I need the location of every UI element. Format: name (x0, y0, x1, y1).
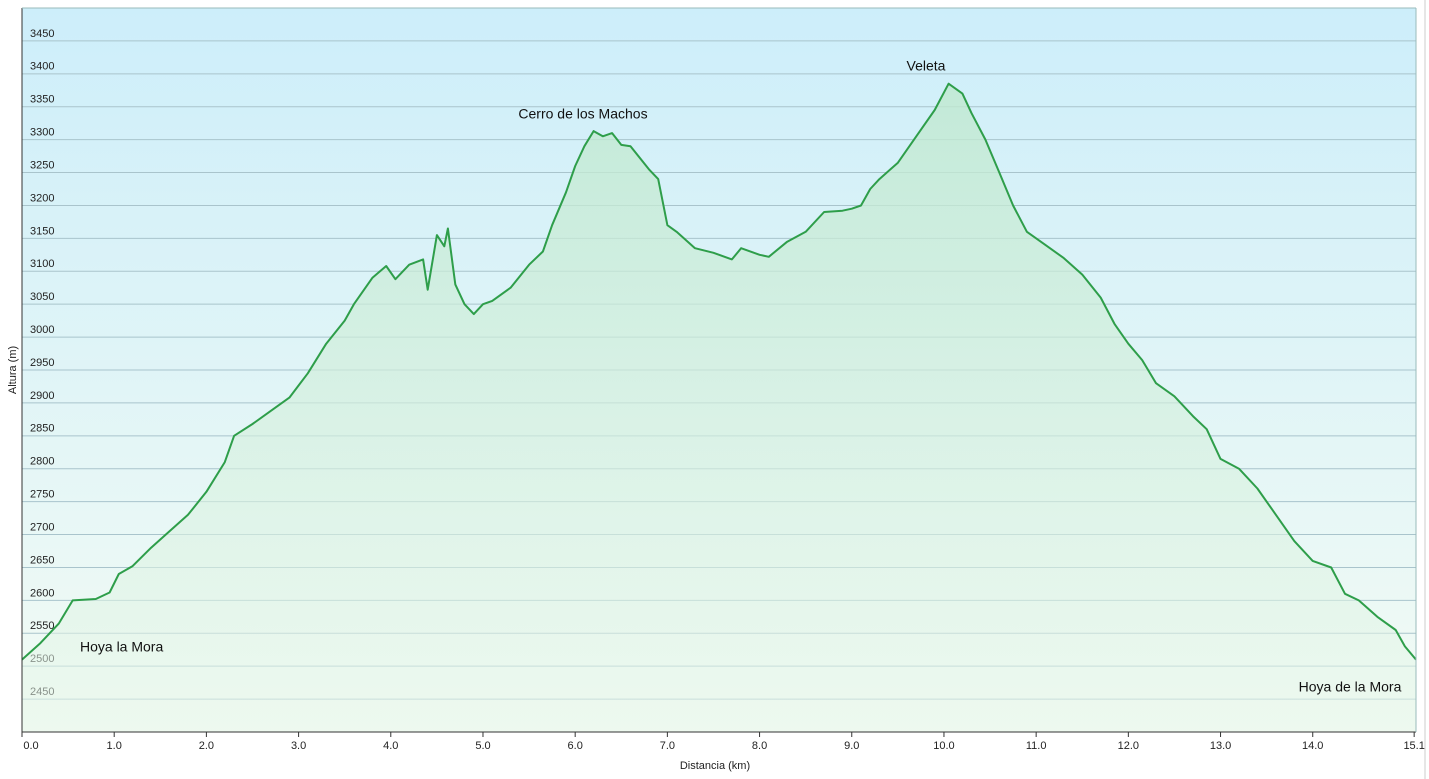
x-axis-label: Distancia (km) (680, 760, 750, 772)
x-tick-label: 11.0 (1026, 740, 1047, 752)
annotation: Cerro de los Machos (518, 106, 647, 122)
x-tick-label: 3.0 (291, 740, 306, 752)
annotation: Hoya la Mora (80, 639, 163, 655)
y-tick-label: 3150 (30, 225, 54, 237)
y-tick-label: 2900 (30, 390, 54, 402)
x-tick-label: 1.0 (107, 740, 122, 752)
y-tick-label: 2550 (30, 620, 54, 632)
y-tick-label: 3300 (30, 127, 54, 139)
elevation-line (21, 82, 1417, 661)
y-tick-label: 3000 (30, 324, 54, 336)
x-tick-label: 7.0 (660, 740, 675, 752)
y-axis-label: Altura (m) (7, 346, 19, 394)
x-tick-label: 5.0 (475, 740, 490, 752)
x-tick-label: 4.0 (383, 740, 398, 752)
area-fill (22, 83, 1416, 732)
annotation: Hoya de la Mora (1299, 679, 1402, 695)
y-tick-label: 2850 (30, 423, 54, 435)
y-tick-label: 2600 (30, 587, 54, 599)
y-tick-label: 2650 (30, 554, 54, 566)
y-tick-label: 3250 (30, 159, 54, 171)
y-tick-label: 2950 (30, 357, 54, 369)
y-tick-label: 3450 (30, 28, 54, 40)
x-tick-label: 0.0 (23, 740, 38, 752)
y-tick-label: 3200 (30, 192, 54, 204)
x-tick-label: 15.1 (1403, 740, 1424, 752)
x-tick-label: 14.0 (1302, 740, 1323, 752)
x-tick-label: 9.0 (844, 740, 859, 752)
y-tick-label: 3100 (30, 258, 54, 270)
x-tick-label: 10.0 (933, 740, 954, 752)
y-tick-label: 3350 (30, 94, 54, 106)
x-tick-label: 12.0 (1118, 740, 1139, 752)
x-tick-label: 13.0 (1210, 740, 1231, 752)
x-tick-label: 2.0 (199, 740, 214, 752)
x-tick-label: 6.0 (568, 740, 583, 752)
y-tick-label: 2750 (30, 489, 54, 501)
annotation: Veleta (907, 58, 946, 74)
x-tick-label: 8.0 (752, 740, 767, 752)
y-tick-label: 3050 (30, 291, 54, 303)
y-tick-label: 3400 (30, 61, 54, 73)
y-tick-label: 2700 (30, 521, 54, 533)
y-tick-label: 2800 (30, 456, 54, 468)
